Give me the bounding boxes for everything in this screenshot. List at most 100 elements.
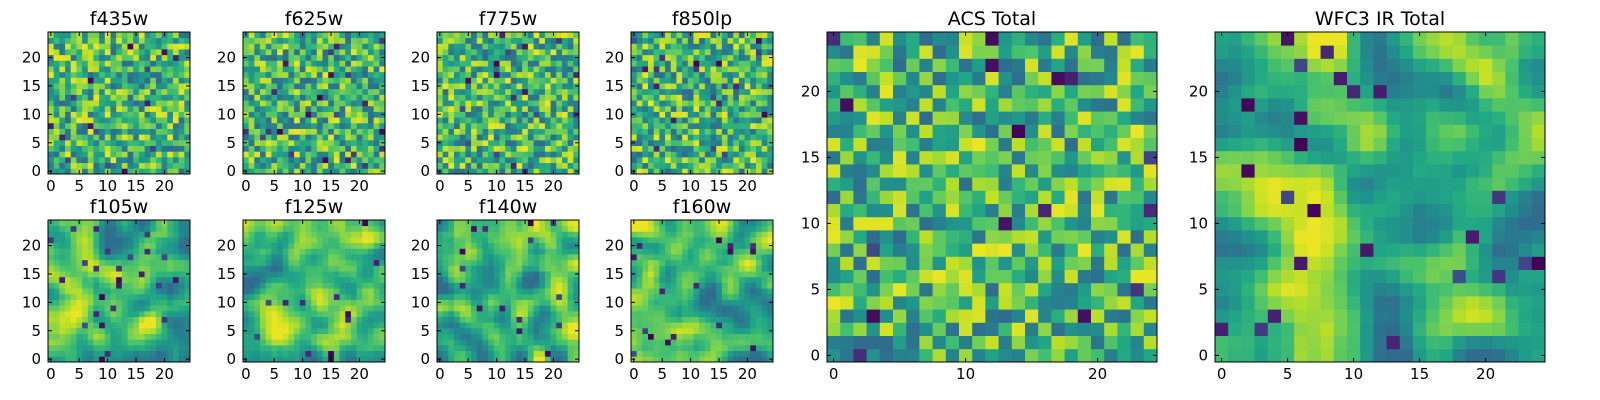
heatmap-cell xyxy=(172,168,180,175)
heatmap-cell xyxy=(155,310,162,317)
heatmap-cell xyxy=(567,162,574,169)
heatmap-cell xyxy=(488,271,495,278)
heatmap-cell xyxy=(550,299,557,306)
heatmap-cell xyxy=(76,293,83,300)
heatmap-cell xyxy=(350,156,357,164)
heatmap-cell xyxy=(716,293,723,300)
heatmap-cell xyxy=(138,145,145,152)
heatmap-cell xyxy=(70,105,77,112)
heatmap-cell xyxy=(670,288,677,295)
heatmap-cell xyxy=(631,350,638,357)
heatmap-cell xyxy=(733,111,740,118)
heatmap-cell xyxy=(76,105,83,112)
heatmap-cell xyxy=(687,282,694,289)
heatmap-cell xyxy=(727,310,734,317)
heatmap-cell xyxy=(110,265,117,272)
heatmap-cell xyxy=(488,310,495,317)
y-tick-label: 20 xyxy=(411,237,430,255)
heatmap-cell xyxy=(727,128,734,135)
heatmap-cell xyxy=(482,254,489,261)
heatmap-cell xyxy=(476,71,483,78)
heatmap-cell xyxy=(767,105,774,112)
heatmap-cell xyxy=(693,145,700,152)
heatmap-cell xyxy=(282,344,289,352)
heatmap-cell xyxy=(727,356,734,363)
heatmap-cell xyxy=(184,49,191,56)
heatmap-cell xyxy=(104,322,111,329)
heatmap-cell xyxy=(82,316,89,323)
heatmap-cell xyxy=(670,128,677,135)
heatmap-cell xyxy=(82,151,89,158)
heatmap-cell xyxy=(350,293,357,300)
heatmap-cell xyxy=(476,156,483,164)
heatmap-cell xyxy=(311,316,318,323)
heatmap-cell xyxy=(104,316,111,323)
heatmap-cell xyxy=(659,316,666,323)
heatmap-cell xyxy=(631,282,638,289)
heatmap-cell xyxy=(544,145,551,152)
heatmap-cell xyxy=(93,60,100,67)
heatmap-cell xyxy=(693,128,700,135)
heatmap-cell xyxy=(70,231,77,238)
heatmap-cell xyxy=(345,231,352,238)
heatmap-cell xyxy=(710,88,717,95)
heatmap-cell xyxy=(550,305,557,312)
heatmap-cell xyxy=(65,88,72,95)
heatmap-cell xyxy=(53,248,60,255)
heatmap-cell xyxy=(448,94,455,101)
heatmap-cell xyxy=(750,327,757,334)
heatmap-cell xyxy=(362,122,369,129)
heatmap-cell xyxy=(522,310,529,317)
heatmap-cell xyxy=(110,134,117,141)
heatmap-cell xyxy=(70,145,77,152)
heatmap-cell xyxy=(755,111,763,118)
heatmap-cell xyxy=(767,37,774,44)
heatmap-cell xyxy=(482,356,489,363)
heatmap-cell xyxy=(459,237,466,244)
heatmap-cell xyxy=(522,88,529,95)
heatmap-cell xyxy=(533,128,540,135)
heatmap-cell xyxy=(476,225,483,232)
y-tick-label: 10 xyxy=(22,293,41,311)
heatmap-cell xyxy=(305,168,312,175)
heatmap-cell xyxy=(322,122,329,129)
heatmap-cell xyxy=(665,94,672,101)
heatmap-cell xyxy=(184,305,191,312)
heatmap-cell xyxy=(87,117,94,124)
heatmap-cell xyxy=(761,299,768,306)
heatmap-cell xyxy=(53,54,60,61)
heatmap-cell xyxy=(488,139,495,146)
heatmap-cell xyxy=(471,156,478,164)
heatmap-cell xyxy=(333,162,340,169)
heatmap-cell xyxy=(76,339,83,346)
heatmap-cell xyxy=(104,248,111,255)
heatmap-cell xyxy=(350,117,357,124)
heatmap-cell xyxy=(316,248,323,255)
heatmap-cell xyxy=(59,271,66,278)
heatmap-cell xyxy=(482,248,489,255)
heatmap-cell xyxy=(65,271,72,278)
heatmap-cell xyxy=(294,344,301,352)
heatmap-cell xyxy=(653,299,660,306)
heatmap-cell xyxy=(755,49,763,56)
heatmap-cell xyxy=(328,271,335,278)
axes-frame xyxy=(436,31,580,175)
heatmap-cell xyxy=(82,60,89,67)
heatmap-cell xyxy=(311,271,318,278)
heatmap-cell xyxy=(277,94,284,101)
heatmap-cell xyxy=(288,32,295,39)
heatmap-cell xyxy=(277,105,284,112)
heatmap-cell xyxy=(527,83,534,90)
heatmap-cell xyxy=(744,293,751,300)
heatmap-cell xyxy=(642,77,649,84)
heatmap-cell xyxy=(727,339,734,346)
heatmap-cell xyxy=(642,111,649,118)
heatmap-cell xyxy=(333,333,340,340)
heatmap-cell xyxy=(161,276,168,283)
heatmap-cell xyxy=(544,356,551,363)
heatmap-cell xyxy=(172,88,180,95)
heatmap-cell xyxy=(288,43,295,50)
heatmap-cell xyxy=(682,288,689,295)
heatmap-cell xyxy=(144,43,151,50)
heatmap-cell xyxy=(442,134,449,141)
